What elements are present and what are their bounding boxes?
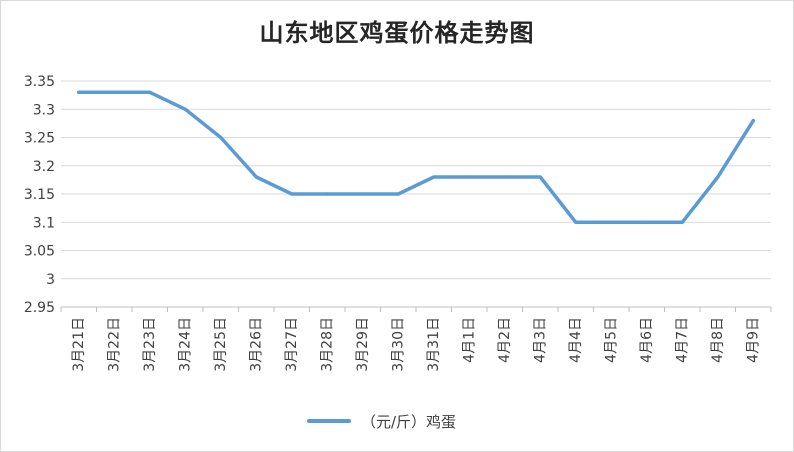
- data-point: [503, 175, 507, 179]
- data-point: [432, 175, 436, 179]
- x-tick-label: 3月23日: [142, 317, 158, 372]
- data-point: [361, 192, 365, 196]
- x-tick-label: 3月26日: [248, 317, 264, 372]
- data-point: [290, 192, 294, 196]
- data-point: [751, 118, 755, 123]
- data-point: [716, 175, 720, 179]
- x-tick-label: 3月25日: [213, 317, 229, 372]
- data-point: [77, 90, 81, 94]
- y-tick-label: 3.15: [24, 187, 55, 203]
- legend-label: （元/斤）鸡蛋: [361, 412, 457, 431]
- x-tick-label: 3月27日: [284, 317, 300, 372]
- x-tick-label: 3月21日: [71, 317, 87, 372]
- y-tick-label: 3.35: [24, 74, 55, 90]
- x-tick-label: 3月22日: [106, 317, 122, 372]
- chart-title: 山东地区鸡蛋价格走势图: [259, 19, 535, 47]
- data-point: [680, 220, 684, 224]
- x-tick-label: 3月30日: [390, 317, 406, 372]
- series-line: [77, 90, 756, 225]
- data-point: [254, 175, 258, 179]
- y-tick-label: 3: [46, 272, 55, 288]
- data-point: [148, 90, 152, 94]
- x-tick-label: 4月3日: [532, 317, 548, 363]
- x-tick-label: 4月1日: [461, 317, 477, 363]
- legend: （元/斤）鸡蛋: [307, 409, 456, 433]
- y-tick-label: 3.1: [33, 215, 55, 231]
- x-tick-label: 3月28日: [319, 317, 335, 372]
- y-tick-label: 3.25: [24, 131, 55, 147]
- y-tick-label: 3.2: [33, 159, 55, 175]
- x-tick-label: 4月4日: [568, 317, 584, 363]
- y-tick-label: 3.05: [24, 244, 55, 260]
- x-tick-label: 4月6日: [639, 317, 655, 363]
- data-point: [396, 192, 400, 196]
- x-tick-label: 4月7日: [674, 317, 690, 363]
- data-point: [574, 220, 578, 224]
- data-point: [538, 175, 542, 179]
- data-point: [219, 135, 223, 140]
- data-point: [325, 192, 329, 196]
- x-tick-label: 3月29日: [355, 317, 371, 372]
- x-tick-label: 4月2日: [497, 317, 513, 363]
- data-point: [609, 220, 613, 224]
- x-tick-label: 4月9日: [745, 317, 761, 363]
- legend-swatch: [307, 419, 351, 423]
- data-point: [645, 220, 649, 224]
- y-tick-label: 2.95: [24, 300, 55, 316]
- x-tick-label: 4月5日: [603, 317, 619, 363]
- data-point: [112, 90, 116, 94]
- x-tick-label: 4月8日: [710, 317, 726, 363]
- x-tick-label: 3月31日: [426, 317, 442, 372]
- data-point: [467, 175, 471, 179]
- y-tick-label: 3.3: [33, 102, 55, 118]
- data-point: [183, 107, 187, 111]
- x-tick-label: 3月24日: [177, 317, 193, 372]
